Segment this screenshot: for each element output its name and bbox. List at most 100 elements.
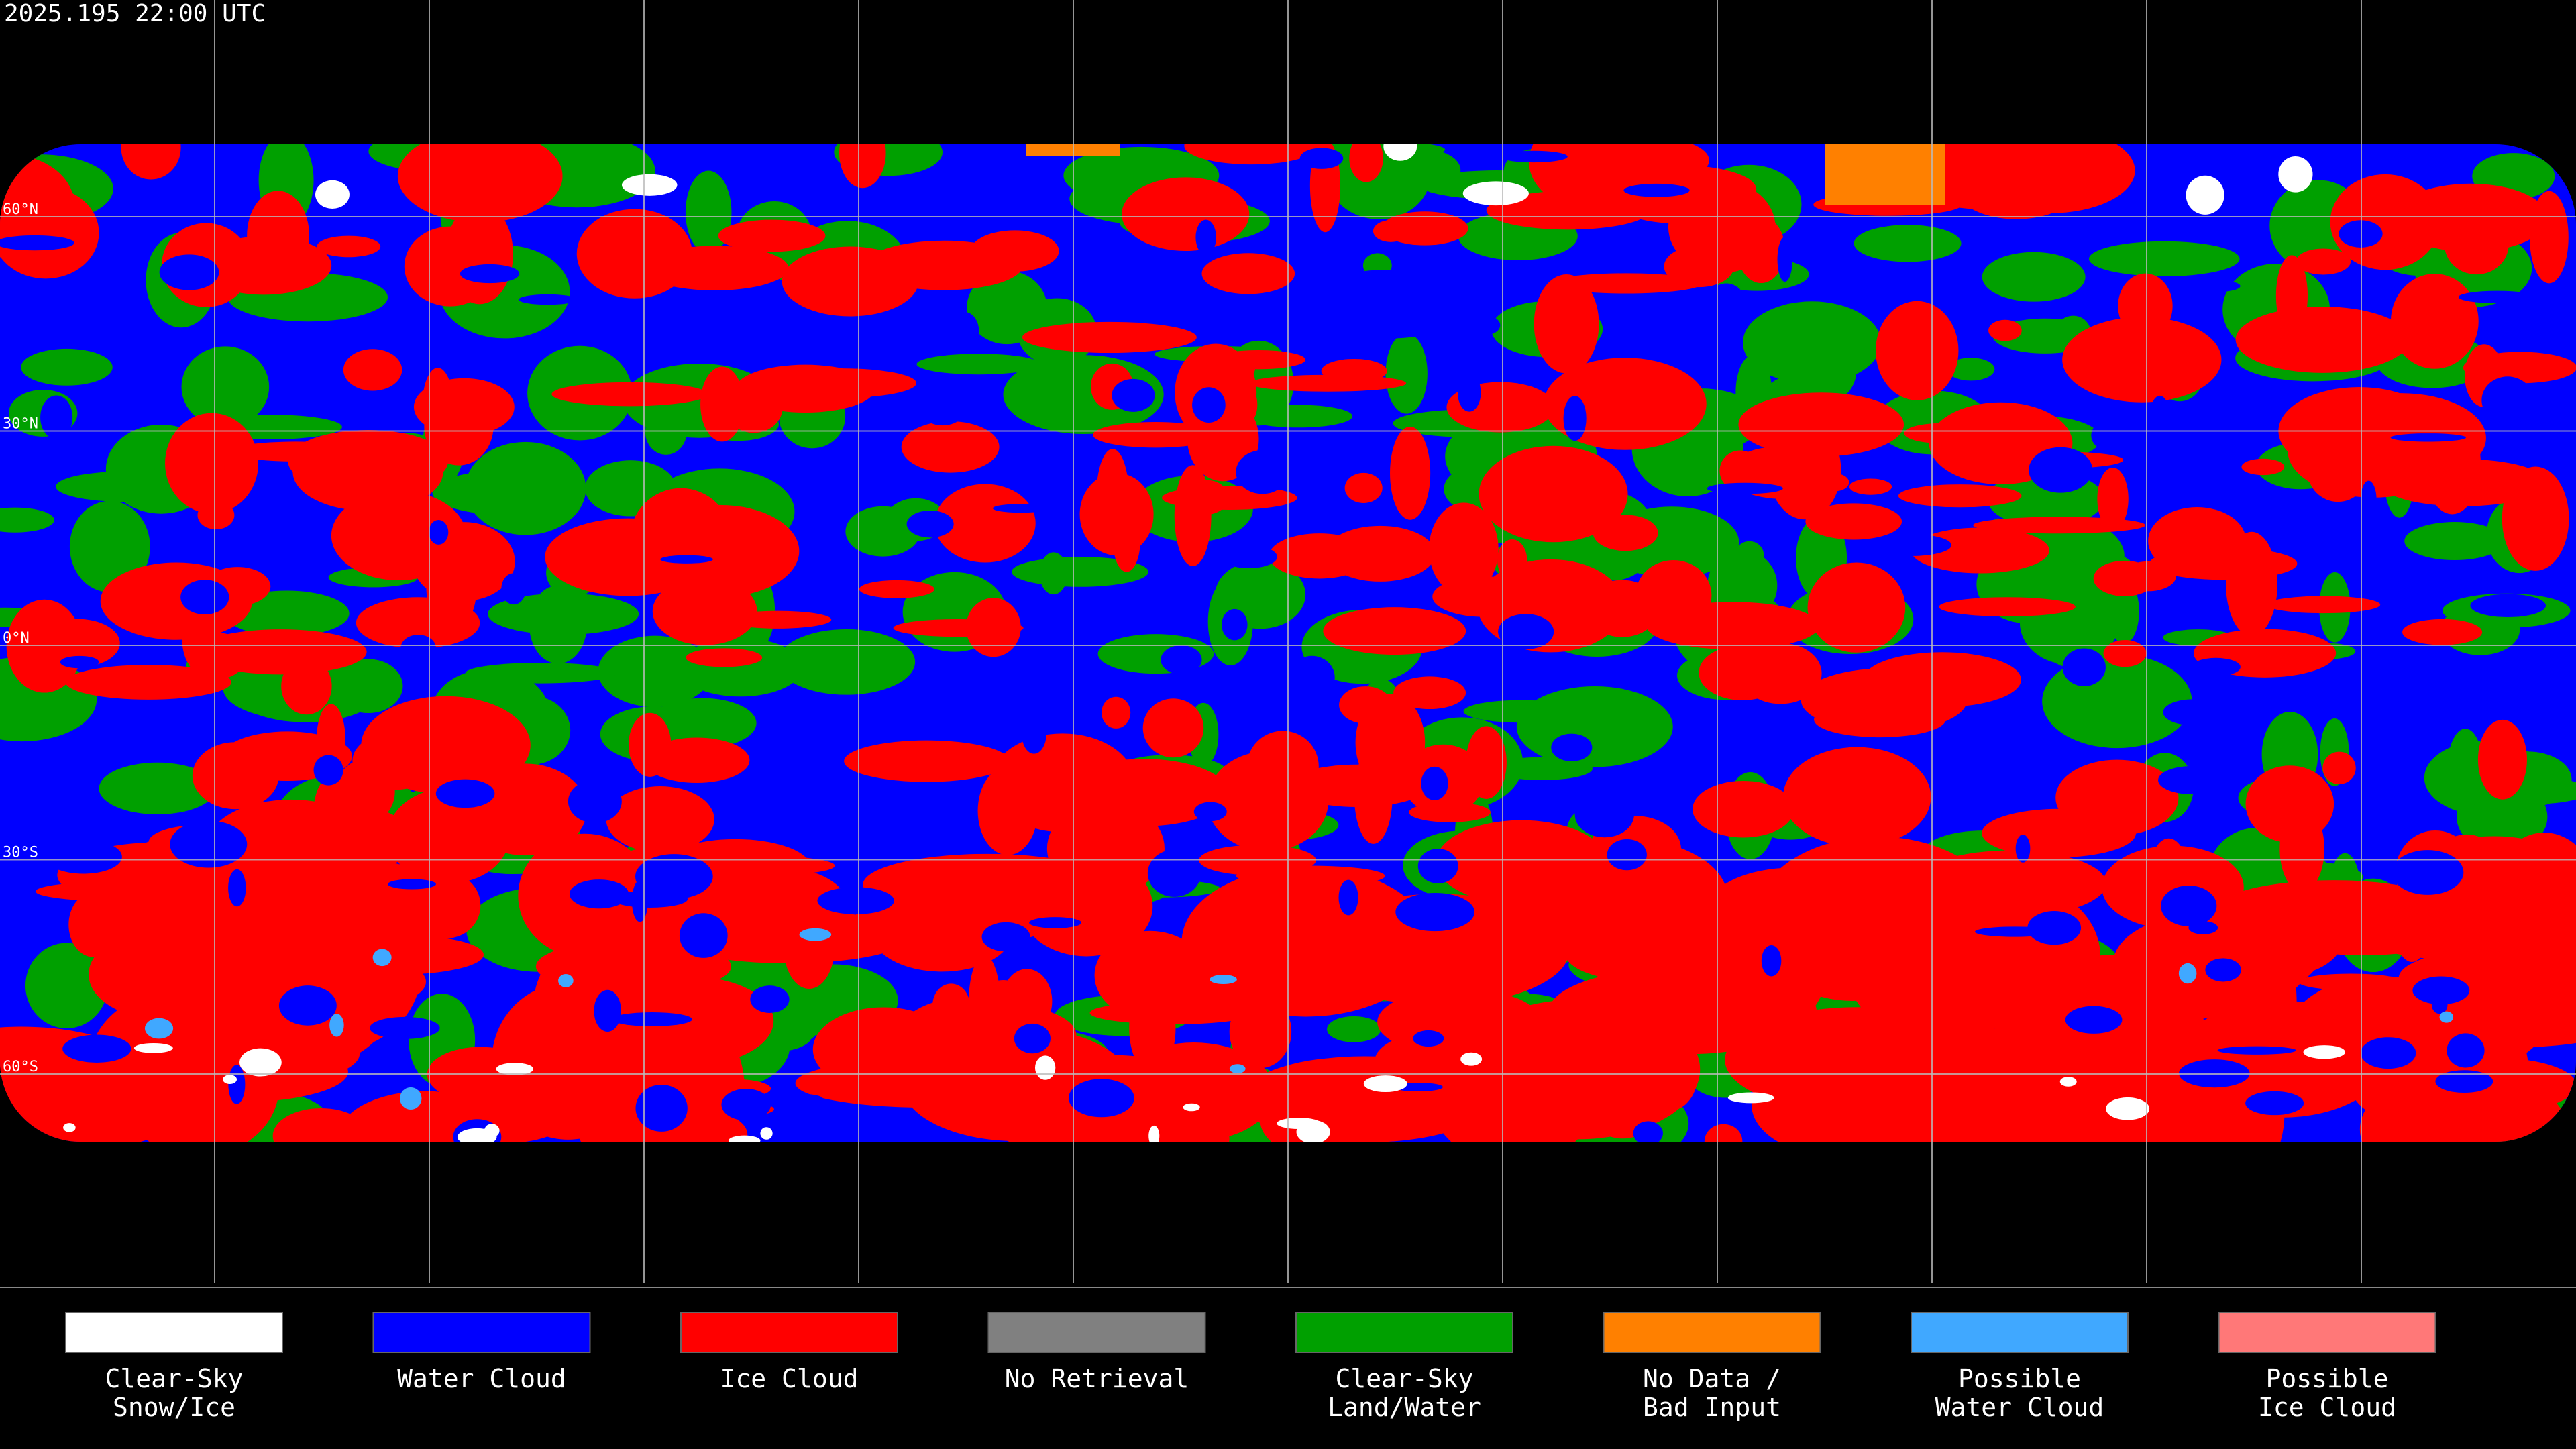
ice-cloud-patch xyxy=(337,1091,512,1142)
water-cloud-patch xyxy=(796,493,842,530)
water-cloud-patch xyxy=(60,655,99,669)
ice-cloud-patch xyxy=(606,786,714,853)
ice-cloud-patch xyxy=(1739,643,1822,704)
snow-patch xyxy=(2186,175,2224,215)
no-data-patch xyxy=(1825,144,1945,205)
ice-cloud-patch xyxy=(292,433,443,511)
ice-cloud-patch xyxy=(576,209,693,299)
water-cloud-patch xyxy=(2217,1046,2296,1055)
ice-cloud-patch xyxy=(1693,780,1794,838)
water-cloud-patch xyxy=(1984,748,2021,760)
legend-swatch xyxy=(2218,1312,2436,1353)
water-cloud-patch xyxy=(2158,765,2226,795)
water-cloud-patch xyxy=(1563,396,1587,441)
water-cloud-patch xyxy=(159,254,219,290)
water-cloud-patch xyxy=(2470,594,2546,618)
snow-patch xyxy=(1383,144,1417,161)
ice-cloud-patch xyxy=(2390,274,2479,369)
ice-cloud-patch xyxy=(2307,439,2369,502)
ice-cloud-patch xyxy=(1497,539,1527,582)
ice-cloud-patch xyxy=(1201,253,1295,294)
clear-sky-patch xyxy=(0,507,54,533)
clear-sky-patch xyxy=(465,663,616,684)
water-cloud-patch xyxy=(1014,1023,1051,1054)
clear-sky-patch xyxy=(529,585,588,664)
legend-label: Possible xyxy=(1958,1364,2081,1393)
legend-label: Water Cloud xyxy=(397,1364,566,1393)
water-cloud-patch xyxy=(1413,1030,1444,1047)
ice-cloud-patch xyxy=(1939,597,2076,617)
water-cloud-patch xyxy=(228,1065,246,1104)
water-cloud-patch xyxy=(2412,976,2470,1005)
legend-swatch xyxy=(987,1312,1206,1353)
water-cloud-patch xyxy=(1633,1121,1663,1142)
clear-sky-patch xyxy=(1792,336,1857,404)
clear-sky-patch xyxy=(1854,225,1962,262)
clear-sky-patch xyxy=(1516,686,1673,767)
ice-cloud-patch xyxy=(1092,421,1219,448)
water-cloud-patch xyxy=(612,890,688,908)
legend-swatch xyxy=(680,1312,898,1353)
clear-sky-patch xyxy=(56,471,196,502)
water-cloud-patch xyxy=(62,1034,131,1063)
ice-cloud-patch xyxy=(2235,306,2410,373)
ice-cloud-patch xyxy=(1534,274,1599,374)
water-cloud-patch xyxy=(721,1089,771,1121)
ice-cloud-patch xyxy=(1821,473,1849,492)
legend-label: Clear-Sky xyxy=(1336,1364,1474,1393)
water-cloud-patch xyxy=(1417,849,1458,883)
ice-cloud-patch xyxy=(1096,449,1129,543)
possible-water-patch xyxy=(2178,963,2197,984)
water-cloud-patch xyxy=(2481,376,2534,424)
water-cloud-patch xyxy=(2447,1033,2485,1068)
snow-patch xyxy=(760,1127,773,1140)
water-cloud-patch xyxy=(1623,183,1690,197)
legend-label: Ice Cloud xyxy=(2258,1393,2396,1422)
ice-cloud-patch xyxy=(533,926,709,1085)
ice-cloud-patch xyxy=(1393,676,1466,710)
water-cloud-patch xyxy=(992,504,1049,513)
clear-sky-patch xyxy=(2088,241,2240,276)
water-cloud-patch xyxy=(750,985,790,1013)
water-cloud-patch xyxy=(1338,879,1358,916)
water-cloud-patch xyxy=(1038,628,1071,639)
clear-sky-patch xyxy=(25,943,108,1028)
ice-cloud-patch xyxy=(335,759,395,824)
ice-cloud-patch xyxy=(2275,255,2308,336)
ice-cloud-patch xyxy=(724,610,832,629)
water-cloud-patch xyxy=(2435,144,2489,162)
snow-patch xyxy=(496,1063,534,1075)
possible-water-patch xyxy=(1229,1064,1246,1074)
water-cloud-patch xyxy=(1872,534,1952,556)
snow-patch xyxy=(457,1128,497,1142)
ice-cloud-patch xyxy=(6,599,83,693)
water-cloud-patch xyxy=(568,780,622,823)
water-cloud-patch xyxy=(2361,480,2377,519)
water-cloud-patch xyxy=(2205,958,2241,982)
ice-cloud-patch xyxy=(666,910,910,963)
ice-cloud-patch xyxy=(89,929,233,1019)
ice-cloud-patch xyxy=(2149,547,2298,580)
ice-cloud-patch xyxy=(551,382,708,407)
ice-cloud-patch xyxy=(2477,719,2527,800)
ice-cloud-patch xyxy=(1184,144,1319,165)
possible-water-patch xyxy=(372,949,392,967)
ice-cloud-patch xyxy=(2322,751,2356,785)
ice-cloud-patch xyxy=(901,421,1000,473)
water-cloud-patch xyxy=(2392,850,2464,895)
water-cloud-patch xyxy=(2029,447,2093,493)
possible-water-patch xyxy=(329,1014,344,1037)
ice-cloud-patch xyxy=(1390,426,1431,520)
legend-label: No Retrieval xyxy=(1005,1364,1189,1393)
water-cloud-patch xyxy=(1161,645,1202,675)
snow-patch xyxy=(728,1135,761,1142)
possible-water-patch xyxy=(400,1087,422,1110)
water-cloud-patch xyxy=(679,913,728,958)
clear-sky-patch xyxy=(69,500,150,593)
clear-sky-patch xyxy=(21,348,113,386)
snow-patch xyxy=(223,1075,237,1084)
water-cloud-patch xyxy=(1222,608,1248,641)
clear-sky-patch xyxy=(2404,522,2505,561)
water-cloud-patch xyxy=(2188,280,2241,292)
